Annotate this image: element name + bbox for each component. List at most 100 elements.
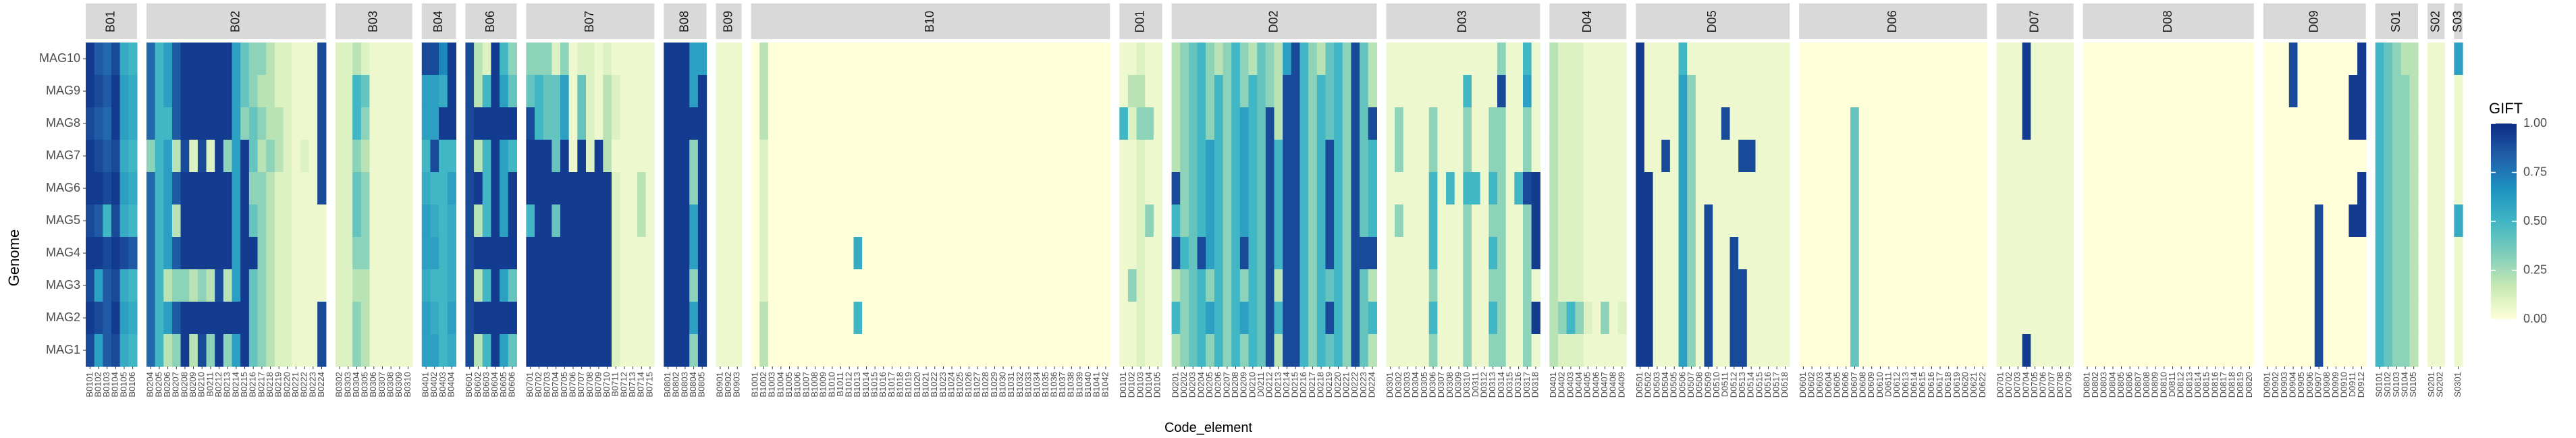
heatmap-cell [1825, 107, 1834, 140]
x-tick-label: B0220 [281, 372, 292, 398]
heatmap-cell [2349, 43, 2358, 76]
heatmap-cell [2400, 334, 2410, 367]
heatmap-cell [1850, 172, 1860, 205]
heatmap-cell [292, 43, 301, 76]
x-tick-label: D0608 [1858, 372, 1868, 398]
heatmap-cell [206, 204, 215, 238]
heatmap-cell [300, 302, 310, 335]
heatmap-cell [257, 204, 267, 238]
heatmap-cell [645, 237, 655, 270]
heatmap-cell [1884, 75, 1894, 108]
heatmap-cell [1514, 140, 1524, 173]
heatmap-cell [128, 43, 138, 76]
heatmap-cell [482, 237, 491, 270]
heatmap-cell [2194, 107, 2203, 140]
heatmap-cell [1016, 43, 1025, 76]
heatmap-cell [1412, 269, 1421, 302]
heatmap-cell [223, 334, 233, 367]
heatmap-cell [526, 43, 535, 76]
heatmap-cell [965, 269, 974, 302]
heatmap-cell [1042, 107, 1051, 140]
heatmap-cell [1412, 334, 1421, 367]
heatmap-cell [1257, 43, 1266, 76]
heatmap-cell [577, 43, 587, 76]
heatmap-cell [1092, 204, 1102, 238]
heatmap-cell [2297, 43, 2307, 76]
heatmap-cell [1850, 204, 1860, 238]
heatmap-cell [973, 140, 982, 173]
heatmap-cell [1661, 204, 1671, 238]
heatmap-cell [1704, 172, 1713, 205]
heatmap-cell [1746, 107, 1756, 140]
heatmap-cell [1024, 75, 1034, 108]
heatmap-cell [577, 75, 587, 108]
heatmap-cell [620, 75, 629, 108]
heatmap-cell [1910, 107, 1919, 140]
heatmap-cell [2263, 204, 2273, 238]
heatmap-cell [1918, 302, 1928, 335]
heatmap-cell [2159, 269, 2169, 302]
heatmap-cell [1531, 43, 1540, 76]
heatmap-cell [1867, 204, 1877, 238]
heatmap-cell [439, 334, 448, 367]
heatmap-cell [896, 269, 906, 302]
heatmap-cell [2064, 237, 2074, 270]
heatmap-cell [2263, 172, 2273, 205]
heatmap-cell [86, 302, 95, 335]
heatmap-cell [335, 204, 345, 238]
heatmap-cell [1007, 237, 1017, 270]
heatmap-cell [352, 43, 362, 76]
heatmap-cell [1395, 237, 1404, 270]
heatmap-cell [378, 334, 387, 367]
heatmap-cell [939, 43, 948, 76]
heatmap-cell [896, 237, 906, 270]
heatmap-cell [2454, 75, 2463, 108]
heatmap-cell [543, 237, 552, 270]
heatmap-cell [2047, 302, 2057, 335]
heatmap-cell [474, 43, 483, 76]
heatmap-cell [802, 334, 811, 367]
heatmap-cell [2176, 302, 2186, 335]
x-tick-label: B0715 [644, 372, 654, 398]
heatmap-cell [1876, 204, 1885, 238]
heatmap-cell [1472, 172, 1481, 205]
heatmap-cell [998, 302, 1008, 335]
heatmap-cell [2083, 269, 2092, 302]
heatmap-cell [1153, 237, 1163, 270]
x-tick-label: B1010 [826, 372, 836, 398]
x-tick-label: D0910 [2339, 372, 2349, 398]
heatmap-cell [1842, 75, 1851, 108]
heatmap-cell [300, 43, 310, 76]
heatmap-cell [2306, 204, 2315, 238]
heatmap-cell [1223, 204, 1232, 238]
heatmap-cell [352, 107, 362, 140]
heatmap-cell [1531, 140, 1540, 173]
heatmap-cell [240, 269, 250, 302]
heatmap-cell [223, 172, 233, 205]
heatmap-cell [1704, 43, 1713, 76]
heatmap-cell [2314, 237, 2324, 270]
heatmap-cell [1876, 107, 1885, 140]
heatmap-cell [2427, 172, 2437, 205]
heatmap-cell [1463, 140, 1472, 173]
heatmap-cell [317, 204, 327, 238]
heatmap-cell [1799, 75, 1808, 108]
x-tick-label: B1038 [1066, 372, 1076, 398]
heatmap-cell [1058, 269, 1068, 302]
heatmap-cell [2022, 140, 2031, 173]
heatmap-cell [1386, 172, 1395, 205]
heatmap-cell [1799, 237, 1808, 270]
heatmap-cell [2454, 302, 2463, 335]
heatmap-cell [1704, 204, 1713, 238]
heatmap-cell [1274, 302, 1283, 335]
heatmap-cell [1265, 75, 1275, 108]
facet-label: B03 [367, 11, 380, 32]
x-tick-label: B1028 [980, 372, 990, 398]
heatmap-cell [751, 302, 760, 335]
x-tick-label: B1013 [852, 372, 862, 398]
heatmap-cell [2375, 204, 2384, 238]
heatmap-cell [128, 140, 138, 173]
heatmap-cell [1609, 172, 1619, 205]
heatmap-cell [1007, 140, 1017, 173]
heatmap-cell [1188, 172, 1198, 205]
